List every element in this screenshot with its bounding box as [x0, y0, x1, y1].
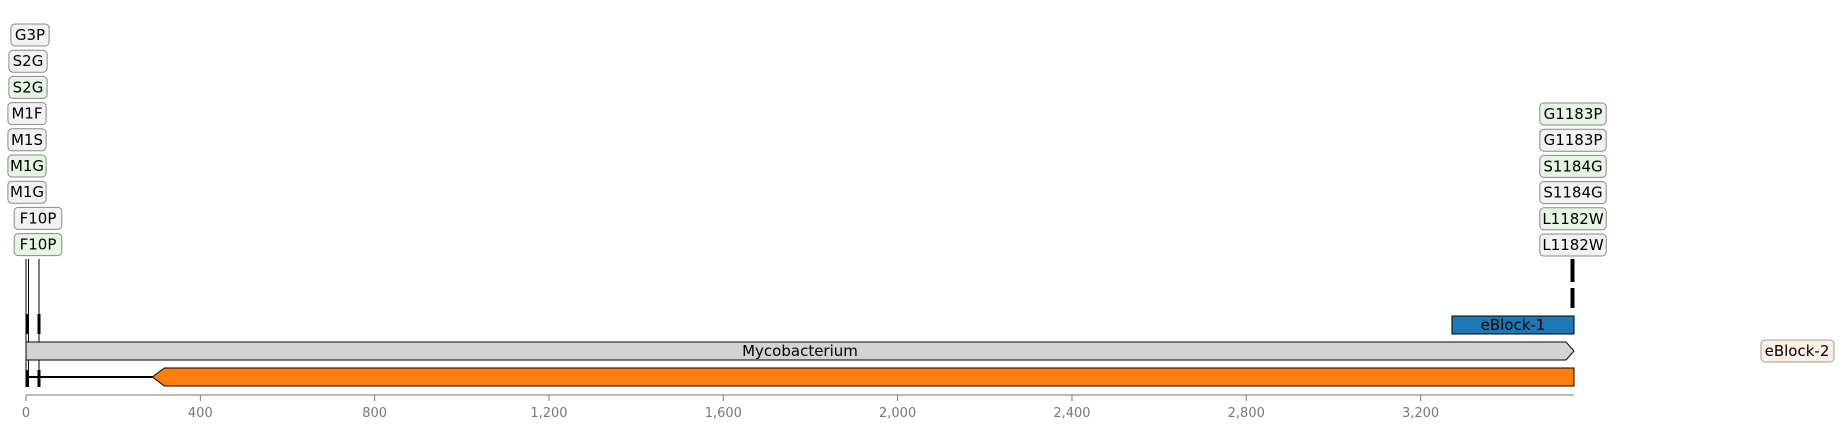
gene-arrow: [25, 341, 1575, 361]
mutation-text: M1G: [10, 183, 44, 201]
mutation-label-left: S2G: [8, 75, 48, 99]
mutation-label-left: F10P: [13, 233, 63, 257]
mutation-text: M1G: [10, 157, 44, 175]
axis-tick-label: 1,200: [530, 406, 567, 421]
mutation-label-left: F10P: [13, 206, 63, 230]
axis-tick-label: 2,800: [1228, 406, 1265, 421]
axis-tick-label: 0: [22, 406, 30, 421]
eblock-1-label: eBlock-1: [1481, 316, 1546, 334]
mutation-label-right: G1183P: [1539, 102, 1607, 126]
mutation-text: S2G: [13, 78, 44, 96]
mutation-box: [1539, 154, 1607, 178]
mutation-box: [7, 180, 47, 204]
mutation-text: G1183P: [1544, 131, 1603, 149]
eblock-1-box: [1451, 315, 1575, 335]
mutation-text: G1183P: [1544, 105, 1603, 123]
mutation-label-left: M1G: [7, 154, 47, 178]
eblock-1-feature: eBlock-1: [1451, 315, 1575, 335]
axis-tick-label: 1,600: [705, 406, 742, 421]
eblock-2-box: [1760, 339, 1835, 363]
axis-tick-label: 2,000: [879, 406, 916, 421]
mutation-box: [1539, 181, 1607, 205]
mutation-box: [8, 75, 48, 99]
mutation-label-right: L1182W: [1539, 207, 1607, 231]
mycobacterium-gene-feature: Mycobacterium: [25, 341, 1575, 361]
mutation-text: S1184G: [1543, 184, 1602, 202]
mutation-label-left: S2G: [8, 49, 48, 73]
mutation-text: F10P: [20, 236, 57, 254]
mutation-box: [7, 128, 47, 152]
axis-tick-label: 800: [362, 406, 387, 421]
mutation-box: [8, 49, 48, 73]
axis-tick-label: 400: [188, 406, 213, 421]
position-axis: 0 400 800 1,200 1,600 2,000 2,400 2,800 3,200: [22, 394, 1574, 421]
mutation-label-right: S1184G: [1539, 181, 1607, 205]
axis-tick-label: 2,400: [1053, 406, 1090, 421]
mutation-text: S1184G: [1543, 157, 1602, 175]
mutation-text: L1182W: [1542, 236, 1604, 254]
mutation-text: G3P: [15, 26, 45, 44]
mutation-box: [13, 233, 63, 257]
eblock-2-label: eBlock-2: [1765, 342, 1830, 360]
orange-feature: [26, 367, 1575, 387]
mutation-label-left: M1S: [7, 128, 47, 152]
mutation-box: [13, 206, 63, 230]
mutation-text: S2G: [13, 52, 44, 70]
mutation-text: M1F: [11, 105, 42, 123]
mutation-text: M1S: [11, 131, 43, 149]
mutation-text: F10P: [20, 209, 57, 227]
mutation-box: [7, 154, 47, 178]
mutation-box: [1539, 233, 1607, 257]
axis-tick-label: 3,200: [1402, 406, 1439, 421]
mutation-label-left: M1F: [7, 102, 47, 126]
mutation-box: [1539, 102, 1607, 126]
gene-label: Mycobacterium: [742, 342, 858, 360]
mutation-label-left: G3P: [10, 23, 50, 47]
mutation-label-right: S1184G: [1539, 154, 1607, 178]
mutation-box: [7, 102, 47, 126]
mutation-box: [10, 23, 50, 47]
mutation-text: L1182W: [1542, 210, 1604, 228]
mutation-box: [1539, 128, 1607, 152]
eblock-2-feature: eBlock-2: [1760, 339, 1835, 363]
mutation-label-right: G1183P: [1539, 128, 1607, 152]
mutation-label-left: M1G: [7, 180, 47, 204]
orange-feature-arrow: [151, 367, 1575, 387]
mutation-label-right: L1182W: [1539, 233, 1607, 257]
mutation-labels: G3P S2G S2G M1F M1S M1G M1G F10P F10P G1183P G1183…: [7, 23, 1607, 257]
mutation-box: [1539, 207, 1607, 231]
